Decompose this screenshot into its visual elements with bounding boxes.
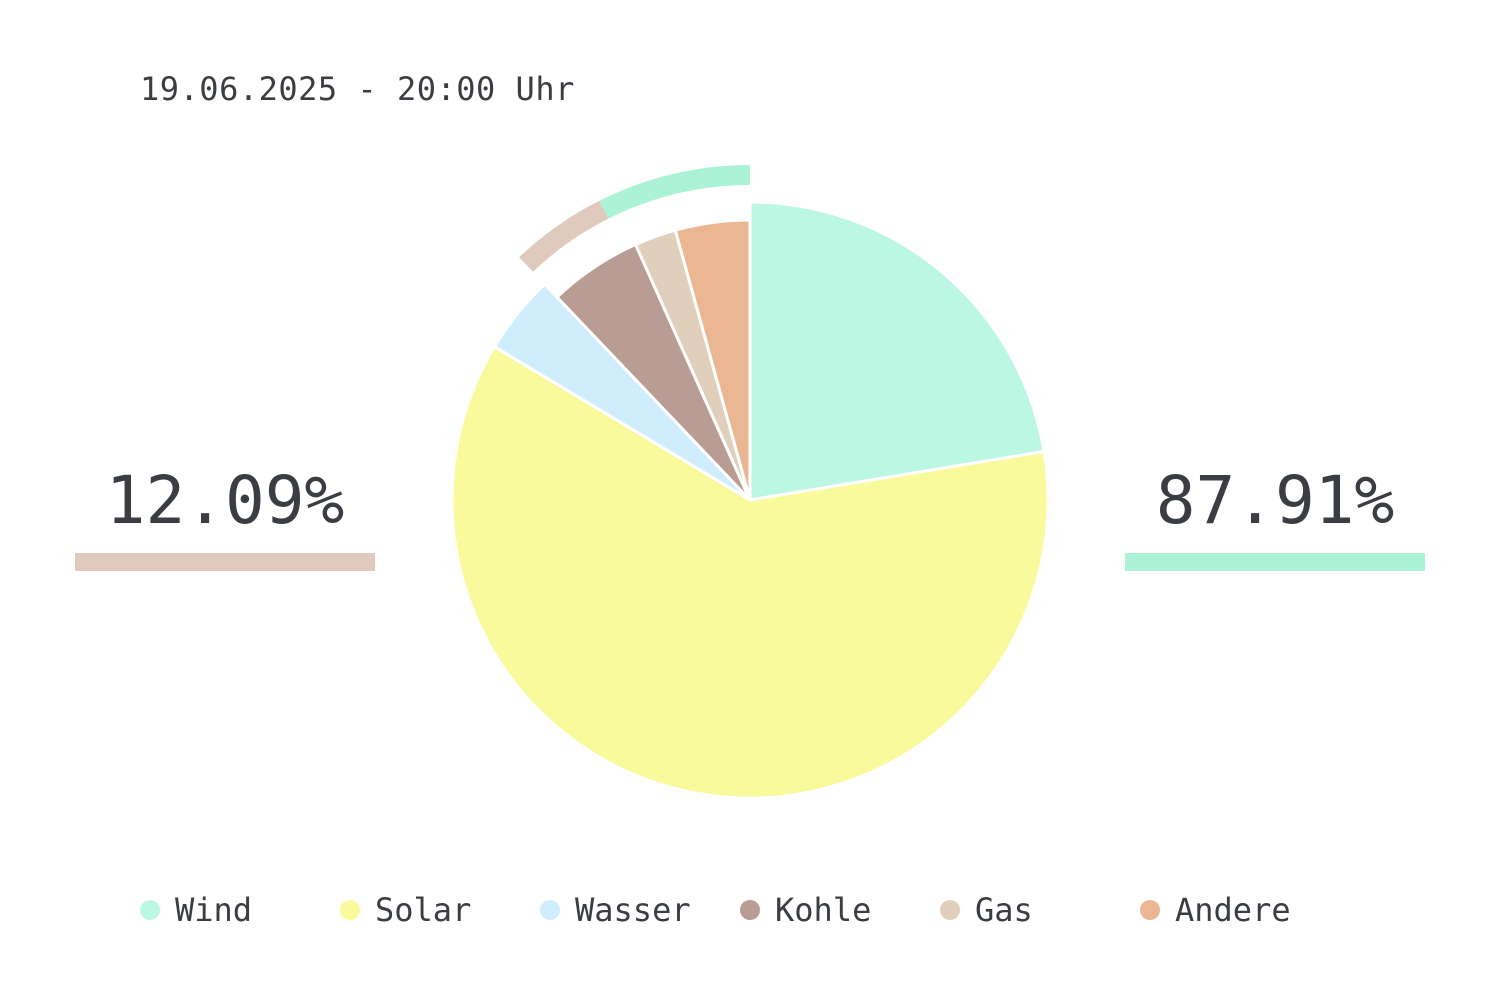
timestamp: 19.06.2025 - 20:00 Uhr (140, 70, 575, 108)
legend-swatch (940, 900, 960, 920)
pie-slice-solar (450, 344, 1050, 800)
legend-swatch (140, 900, 160, 920)
legend-label: Andere (1175, 891, 1291, 929)
non-renewable-percentage: 12.09% (105, 462, 345, 539)
legend-label: Kohle (775, 891, 872, 929)
renewable-percentage: 87.91% (1155, 462, 1395, 539)
outer-ring-renewable (599, 165, 751, 219)
legend-label: Wind (175, 891, 253, 929)
legend-item-andere: Andere (1140, 890, 1291, 930)
legend-label: Gas (975, 891, 1033, 929)
renewable-bar (1125, 553, 1425, 571)
legend: Wind Solar Wasser Kohle Gas Andere (140, 890, 1440, 930)
outer-ring-non-renewable (519, 200, 609, 272)
legend-item-kohle: Kohle (740, 890, 871, 930)
pie-slice-wasser (492, 281, 752, 502)
legend-swatch (340, 900, 360, 920)
pie-slice-andere (673, 218, 752, 501)
legend-item-wind: Wind (140, 890, 252, 930)
legend-label: Wasser (575, 891, 691, 929)
legend-label: Solar (375, 891, 472, 929)
legend-item-wasser: Wasser (540, 890, 691, 930)
legend-item-solar: Solar (340, 890, 471, 930)
pie-slice-wind (748, 200, 1046, 502)
legend-swatch (540, 900, 560, 920)
legend-swatch (740, 900, 760, 920)
non-renewable-bar (75, 553, 375, 571)
legend-item-gas: Gas (940, 890, 1033, 930)
legend-swatch (1140, 900, 1160, 920)
